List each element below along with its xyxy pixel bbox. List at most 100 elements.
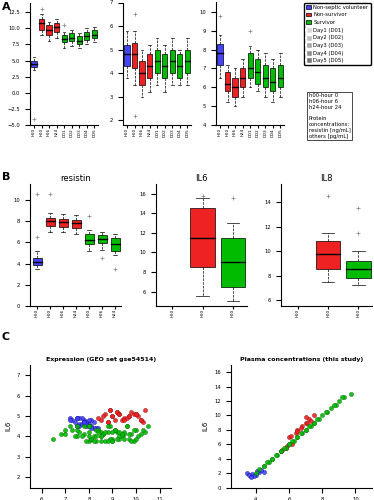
Point <box>126 434 132 442</box>
Point <box>251 472 257 480</box>
Point <box>93 436 99 444</box>
Bar <box>92 30 97 38</box>
Point <box>50 434 56 442</box>
Point <box>69 426 75 434</box>
Point <box>114 408 120 416</box>
Point <box>258 466 264 474</box>
Point <box>83 418 89 426</box>
Point <box>303 418 309 426</box>
Point <box>133 434 139 442</box>
Bar <box>346 261 371 278</box>
Title: IL8: IL8 <box>243 0 256 2</box>
Bar <box>190 208 215 267</box>
Point <box>135 432 141 440</box>
Point <box>121 416 127 424</box>
Point <box>110 428 116 436</box>
Point <box>133 426 139 434</box>
Bar <box>77 36 82 44</box>
Point <box>328 404 334 412</box>
Point <box>131 426 137 434</box>
Point <box>100 430 106 438</box>
Point <box>336 397 342 405</box>
Point <box>107 422 113 430</box>
Point <box>131 410 137 418</box>
Point <box>142 428 148 436</box>
Point <box>72 432 78 440</box>
Bar <box>255 59 260 84</box>
Point <box>314 415 320 423</box>
Text: C: C <box>2 332 10 342</box>
Title: Expression (GEO set gse54514): Expression (GEO set gse54514) <box>46 357 156 362</box>
Bar <box>177 54 183 78</box>
Point <box>269 454 275 462</box>
Point <box>74 432 80 440</box>
Point <box>254 467 260 475</box>
Legend: Non-septic volunteer, Non-survivor, Survivor, Day1 (D01), Day2 (D02), Day3 (D03): Non-septic volunteer, Non-survivor, Surv… <box>304 2 371 66</box>
Text: B: B <box>2 172 10 182</box>
Bar <box>140 62 145 85</box>
Point <box>322 408 328 416</box>
Point <box>74 414 80 422</box>
Point <box>95 426 101 434</box>
Bar <box>132 42 137 68</box>
Bar <box>71 220 81 228</box>
Point <box>123 414 129 422</box>
Bar <box>61 34 67 42</box>
Point <box>306 422 312 430</box>
Y-axis label: IL6: IL6 <box>203 421 209 432</box>
Point <box>93 432 99 440</box>
Point <box>261 462 267 470</box>
Bar <box>217 44 223 64</box>
Point <box>112 416 118 424</box>
Point <box>110 436 116 444</box>
Point <box>339 394 345 402</box>
Point <box>140 426 146 434</box>
Point <box>294 433 300 441</box>
Point <box>142 406 148 414</box>
Point <box>294 428 300 436</box>
Point <box>95 424 101 432</box>
Point <box>88 422 94 430</box>
Point <box>269 454 275 462</box>
Point <box>299 422 305 430</box>
Point <box>291 436 297 444</box>
Bar <box>225 72 230 91</box>
Point <box>286 433 292 441</box>
Point <box>107 434 113 442</box>
Point <box>294 433 300 441</box>
Point <box>126 430 132 438</box>
Bar <box>33 258 42 264</box>
Point <box>121 430 127 438</box>
Bar <box>125 45 130 66</box>
Point <box>67 416 73 424</box>
Point <box>119 430 125 438</box>
Point <box>81 430 87 438</box>
Point <box>105 428 111 436</box>
Point <box>67 422 73 430</box>
Point <box>81 418 87 426</box>
Point <box>145 422 151 430</box>
Point <box>81 420 87 428</box>
Point <box>138 416 144 424</box>
Point <box>79 420 85 428</box>
Title: resistin: resistin <box>48 0 79 2</box>
Point <box>86 420 92 428</box>
Point <box>74 422 80 430</box>
Point <box>246 472 252 480</box>
Point <box>83 422 89 430</box>
Point <box>98 432 104 440</box>
Bar <box>169 50 175 73</box>
Point <box>114 428 120 436</box>
Point <box>69 416 75 424</box>
Point <box>286 440 292 448</box>
Point <box>88 434 94 442</box>
Point <box>126 412 132 420</box>
Point <box>261 468 267 475</box>
Point <box>110 436 116 444</box>
Point <box>128 408 134 416</box>
Point <box>74 422 80 430</box>
Point <box>121 434 127 442</box>
Point <box>102 410 108 418</box>
Point <box>102 436 108 444</box>
Point <box>140 418 146 426</box>
